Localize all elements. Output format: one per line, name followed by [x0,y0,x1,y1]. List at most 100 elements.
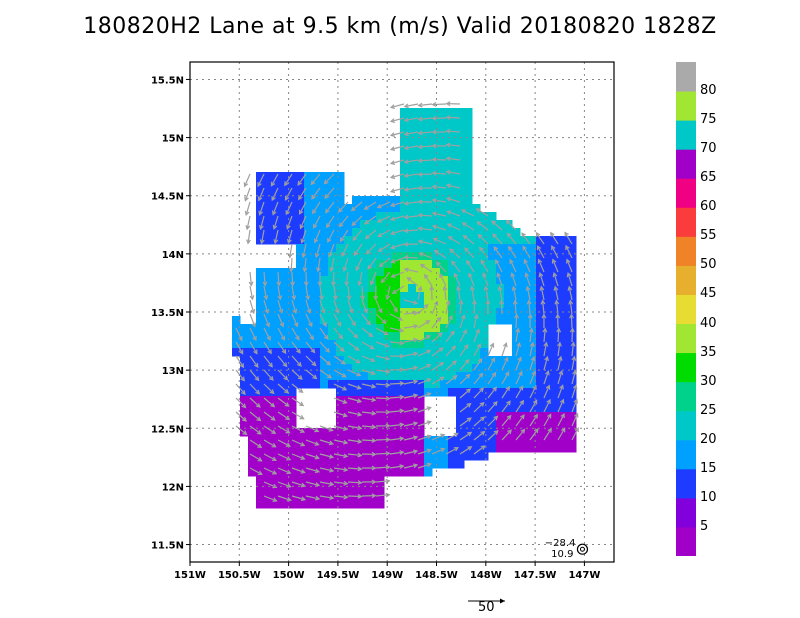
wind-arrowhead [257,196,263,202]
wind-arrow [389,313,403,321]
wind-arrow [298,187,307,200]
wind-arrowhead [466,417,472,422]
field-cell [352,284,361,293]
wind-arrowhead [357,411,363,417]
field-cell [296,212,305,221]
field-cell [336,460,345,469]
field-cell [400,260,409,269]
field-cell [432,284,441,293]
wind-arrowhead [505,219,511,225]
field-cell [560,324,569,333]
wind-arrow [341,243,349,257]
wind-arrow [305,439,319,446]
wind-arrowhead [512,299,518,305]
field-cell [336,180,345,189]
field-cell [464,436,473,445]
field-cell [272,372,281,381]
wind-arrow [249,425,262,435]
wind-arrow [565,245,573,259]
field-cell [264,220,273,229]
field-cell [480,388,489,397]
wind-arrowhead [556,327,562,333]
field-cell [288,372,297,381]
wind-arrow [485,286,489,301]
field-cell [440,340,449,349]
wind-arrowhead [326,223,331,229]
wind-arrow [319,341,330,353]
colorbar-swatch [676,149,696,179]
wind-arrow [557,413,565,427]
wind-arrow [305,313,313,327]
field-cell [568,252,577,261]
wind-arrowhead [338,222,344,228]
wind-arrow [508,246,517,259]
wind-arrowhead [446,223,452,228]
field-cell [392,284,401,293]
wind-arrow [418,159,433,162]
wind-arrowhead [391,289,397,294]
wind-arrow [361,439,376,442]
wind-arrowhead [480,259,486,265]
field-cell [248,364,257,373]
wind-arrowhead [559,398,565,404]
wind-arrowhead [266,335,271,342]
wind-arrow [319,369,332,379]
wind-arrowhead [413,337,419,343]
wind-arrowhead [572,384,578,390]
field-cell [320,172,329,181]
wind-arrowhead [502,342,508,348]
wind-arrowhead [497,285,503,291]
wind-arrow [333,285,337,300]
wind-arrowhead [369,280,375,286]
field-cell [504,380,513,389]
wind-arrow [319,453,334,458]
field-cell [512,244,521,253]
field-cell [512,444,521,453]
field-cell [456,148,465,157]
field-cell [384,412,393,421]
wind-arrow [297,173,307,186]
field-cell [568,356,577,365]
field-cell [256,372,265,381]
wind-arrowhead [462,329,467,335]
field-cell [368,412,377,421]
field-cell [408,380,417,389]
wind-arrow [326,215,335,228]
field-cell [376,196,385,205]
field-cell [320,220,329,229]
field-cell [544,252,553,261]
wind-arrowhead [518,385,524,391]
wind-arrow [291,355,302,367]
field-cell [456,404,465,413]
wind-arrow [333,355,346,365]
field-cell [504,260,513,269]
wind-arrow [515,328,519,343]
wind-arrow [390,117,405,123]
wind-arrow [404,131,419,135]
wind-arrowhead [445,156,451,162]
field-cell [272,444,281,453]
field-cell [488,228,497,237]
wind-arrowhead [492,233,497,239]
field-cell [376,356,385,365]
field-cell [560,260,569,269]
field-cell [280,172,289,181]
wind-arrowhead [339,237,345,243]
wind-arrowhead [431,115,437,121]
field-cell [280,292,289,301]
field-cell [536,404,545,413]
field-cell [280,300,289,309]
field-cell [336,404,345,413]
wind-arrow [501,343,507,357]
field-cell [448,220,457,229]
field-cell [480,292,489,301]
field-cell [456,132,465,141]
field-cell [304,212,313,221]
wind-arrowhead [555,313,561,319]
field-cell [400,228,409,237]
field-cell [368,308,377,317]
wind-arrow [515,429,525,441]
field-cell [264,388,273,397]
field-cell [400,316,409,325]
field-cell [264,484,273,493]
